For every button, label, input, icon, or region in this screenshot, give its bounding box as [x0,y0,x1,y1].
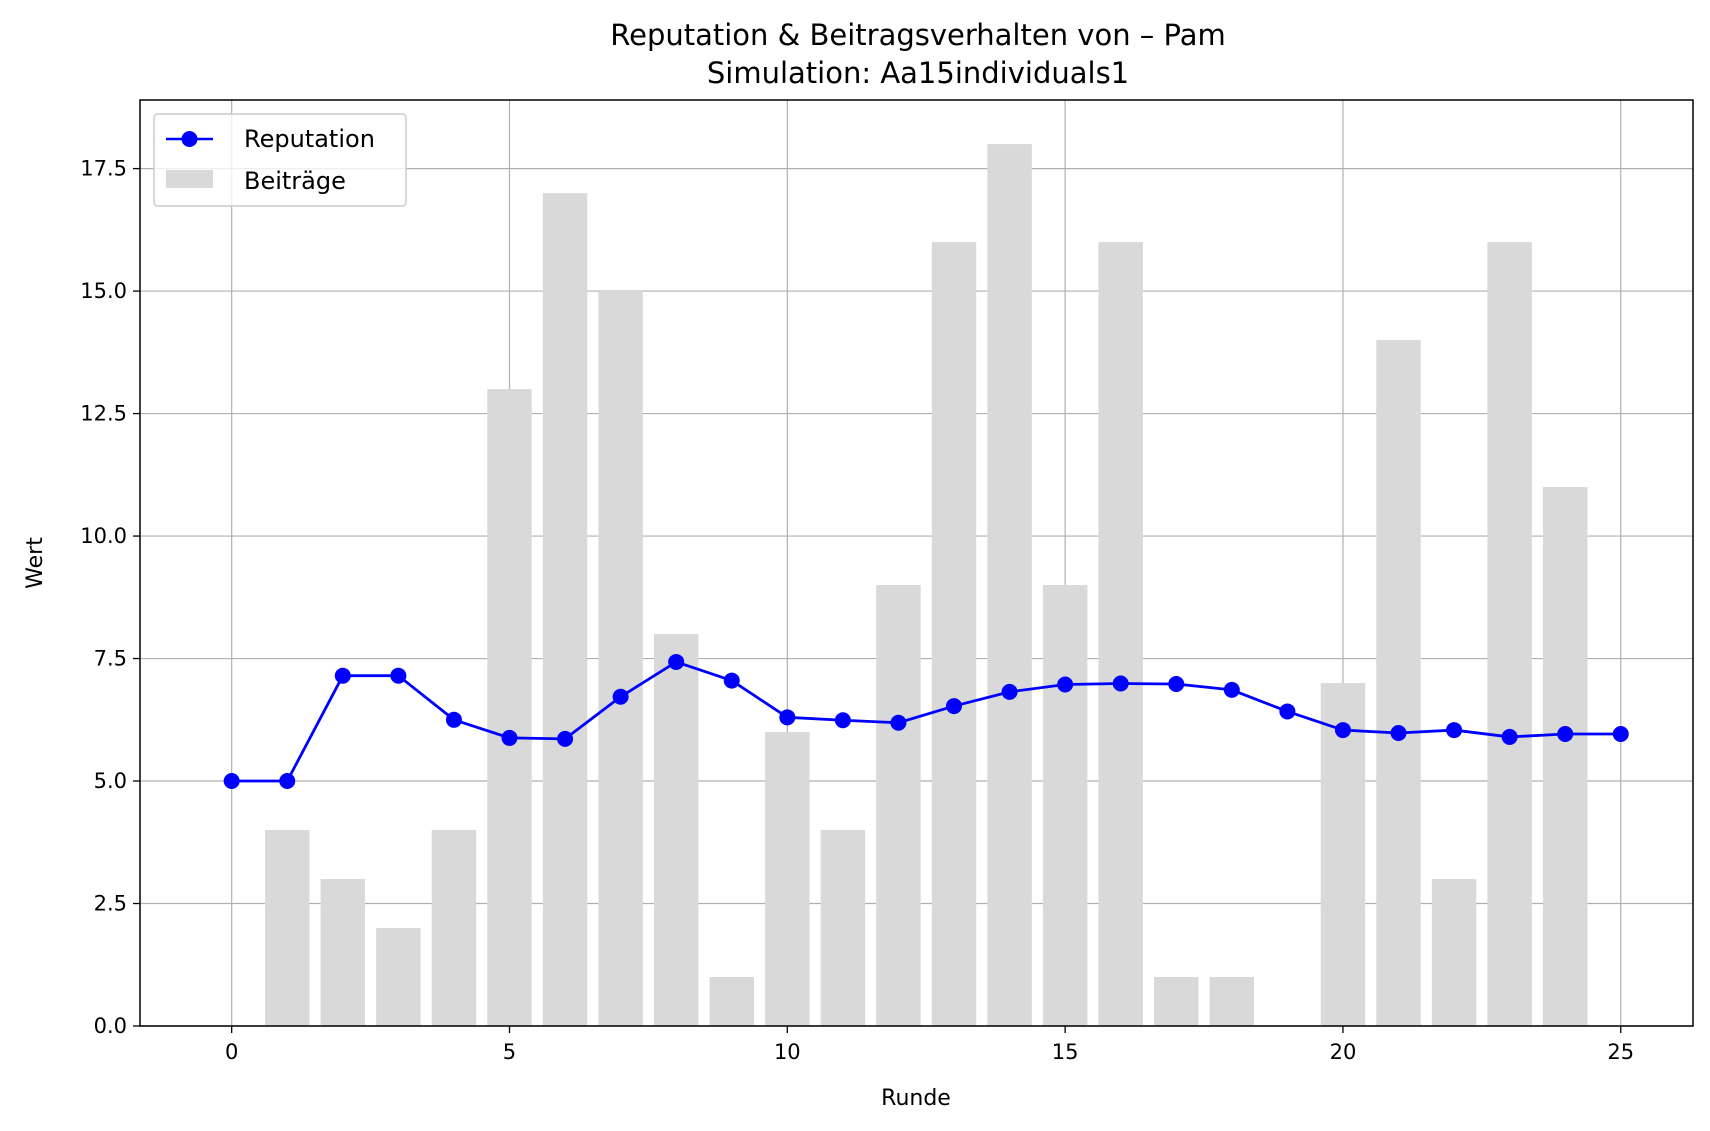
reputation-point [890,714,907,731]
bar [820,830,866,1026]
y-tick-label: 15.0 [80,279,127,303]
bar [765,732,810,1026]
bar [1376,340,1421,1026]
chart-title: Reputation & Beitragsverhalten von – Pam [610,18,1225,52]
reputation-point [1223,681,1240,698]
bar [709,977,754,1026]
y-tick-label: 5.0 [94,769,127,793]
x-tick-label: 10 [774,1040,801,1064]
reputation-point [612,688,629,705]
bar [1098,242,1143,1026]
reputation-point [501,729,518,746]
reputation-point [1168,676,1185,693]
x-tick-label: 5 [503,1040,516,1064]
reputation-point [1334,722,1351,739]
bar [320,879,366,1026]
reputation-point [279,773,296,790]
bar [1431,879,1477,1026]
reputation-point [834,712,851,729]
bar [487,389,532,1026]
x-axis-ticks: 0 5 10 15 20 25 [225,1026,1634,1064]
x-tick-label: 15 [1052,1040,1079,1064]
legend: Reputation Beiträge [153,113,407,207]
bar [598,291,643,1027]
legend-beitraege-swatch [166,170,213,188]
chart-subtitle: Simulation: Aa15individuals1 [707,56,1129,90]
reputation-point [1501,728,1518,745]
y-axis-ticks: 0.0 2.5 5.0 7.5 10.0 12.5 15.0 17.5 [80,157,140,1038]
plot-frame [139,99,1694,1027]
bar [876,585,921,1026]
reputation-point [557,730,574,747]
reputation-point [1001,683,1018,700]
y-tick-label: 2.5 [94,892,127,916]
reputation-line [231,660,1621,783]
x-tick-label: 20 [1330,1040,1357,1064]
y-tick-label: 17.5 [80,157,127,181]
x-tick-label: 25 [1607,1040,1634,1064]
reputation-point [223,773,240,790]
bar [987,144,1032,1027]
reputation-point [390,667,407,684]
bar [653,634,699,1026]
bar [376,928,421,1026]
reputation-point [946,698,963,715]
reputation-point [1057,676,1074,693]
legend-reputation-marker [181,131,198,147]
y-tick-label: 10.0 [80,524,127,548]
bar [1209,977,1255,1026]
y-tick-label: 12.5 [80,402,127,426]
bar [1542,487,1588,1026]
reputation-point [1446,722,1463,739]
bar [542,193,588,1026]
bar [431,830,477,1026]
bar [1154,977,1199,1026]
reputation-point [1112,675,1129,692]
bar [931,242,977,1026]
y-tick-label: 7.5 [94,647,127,671]
reputation-point [779,709,796,726]
reputation-point [334,667,351,684]
x-axis-label: Runde [881,1086,951,1111]
legend-label-beitraege: Beiträge [244,167,346,195]
x-tick-label: 0 [225,1040,238,1064]
y-axis-label: Wert [23,537,48,589]
bar [265,830,310,1026]
legend-label-reputation: Reputation [244,125,375,153]
reputation-point [445,711,462,728]
reputation-point [1612,725,1629,742]
reputation-point [668,653,685,670]
legend-box [153,113,407,207]
reputation-point [1557,725,1574,742]
reputation-point [723,672,740,689]
bar [1320,683,1366,1026]
line-series-reputation [223,653,1629,790]
y-tick-label: 0.0 [94,1014,127,1038]
bar [1487,242,1532,1026]
bar-series-beitraege [265,144,1588,1027]
reputation-point [1390,725,1407,742]
bar [1042,585,1088,1026]
reputation-point [1279,703,1296,720]
